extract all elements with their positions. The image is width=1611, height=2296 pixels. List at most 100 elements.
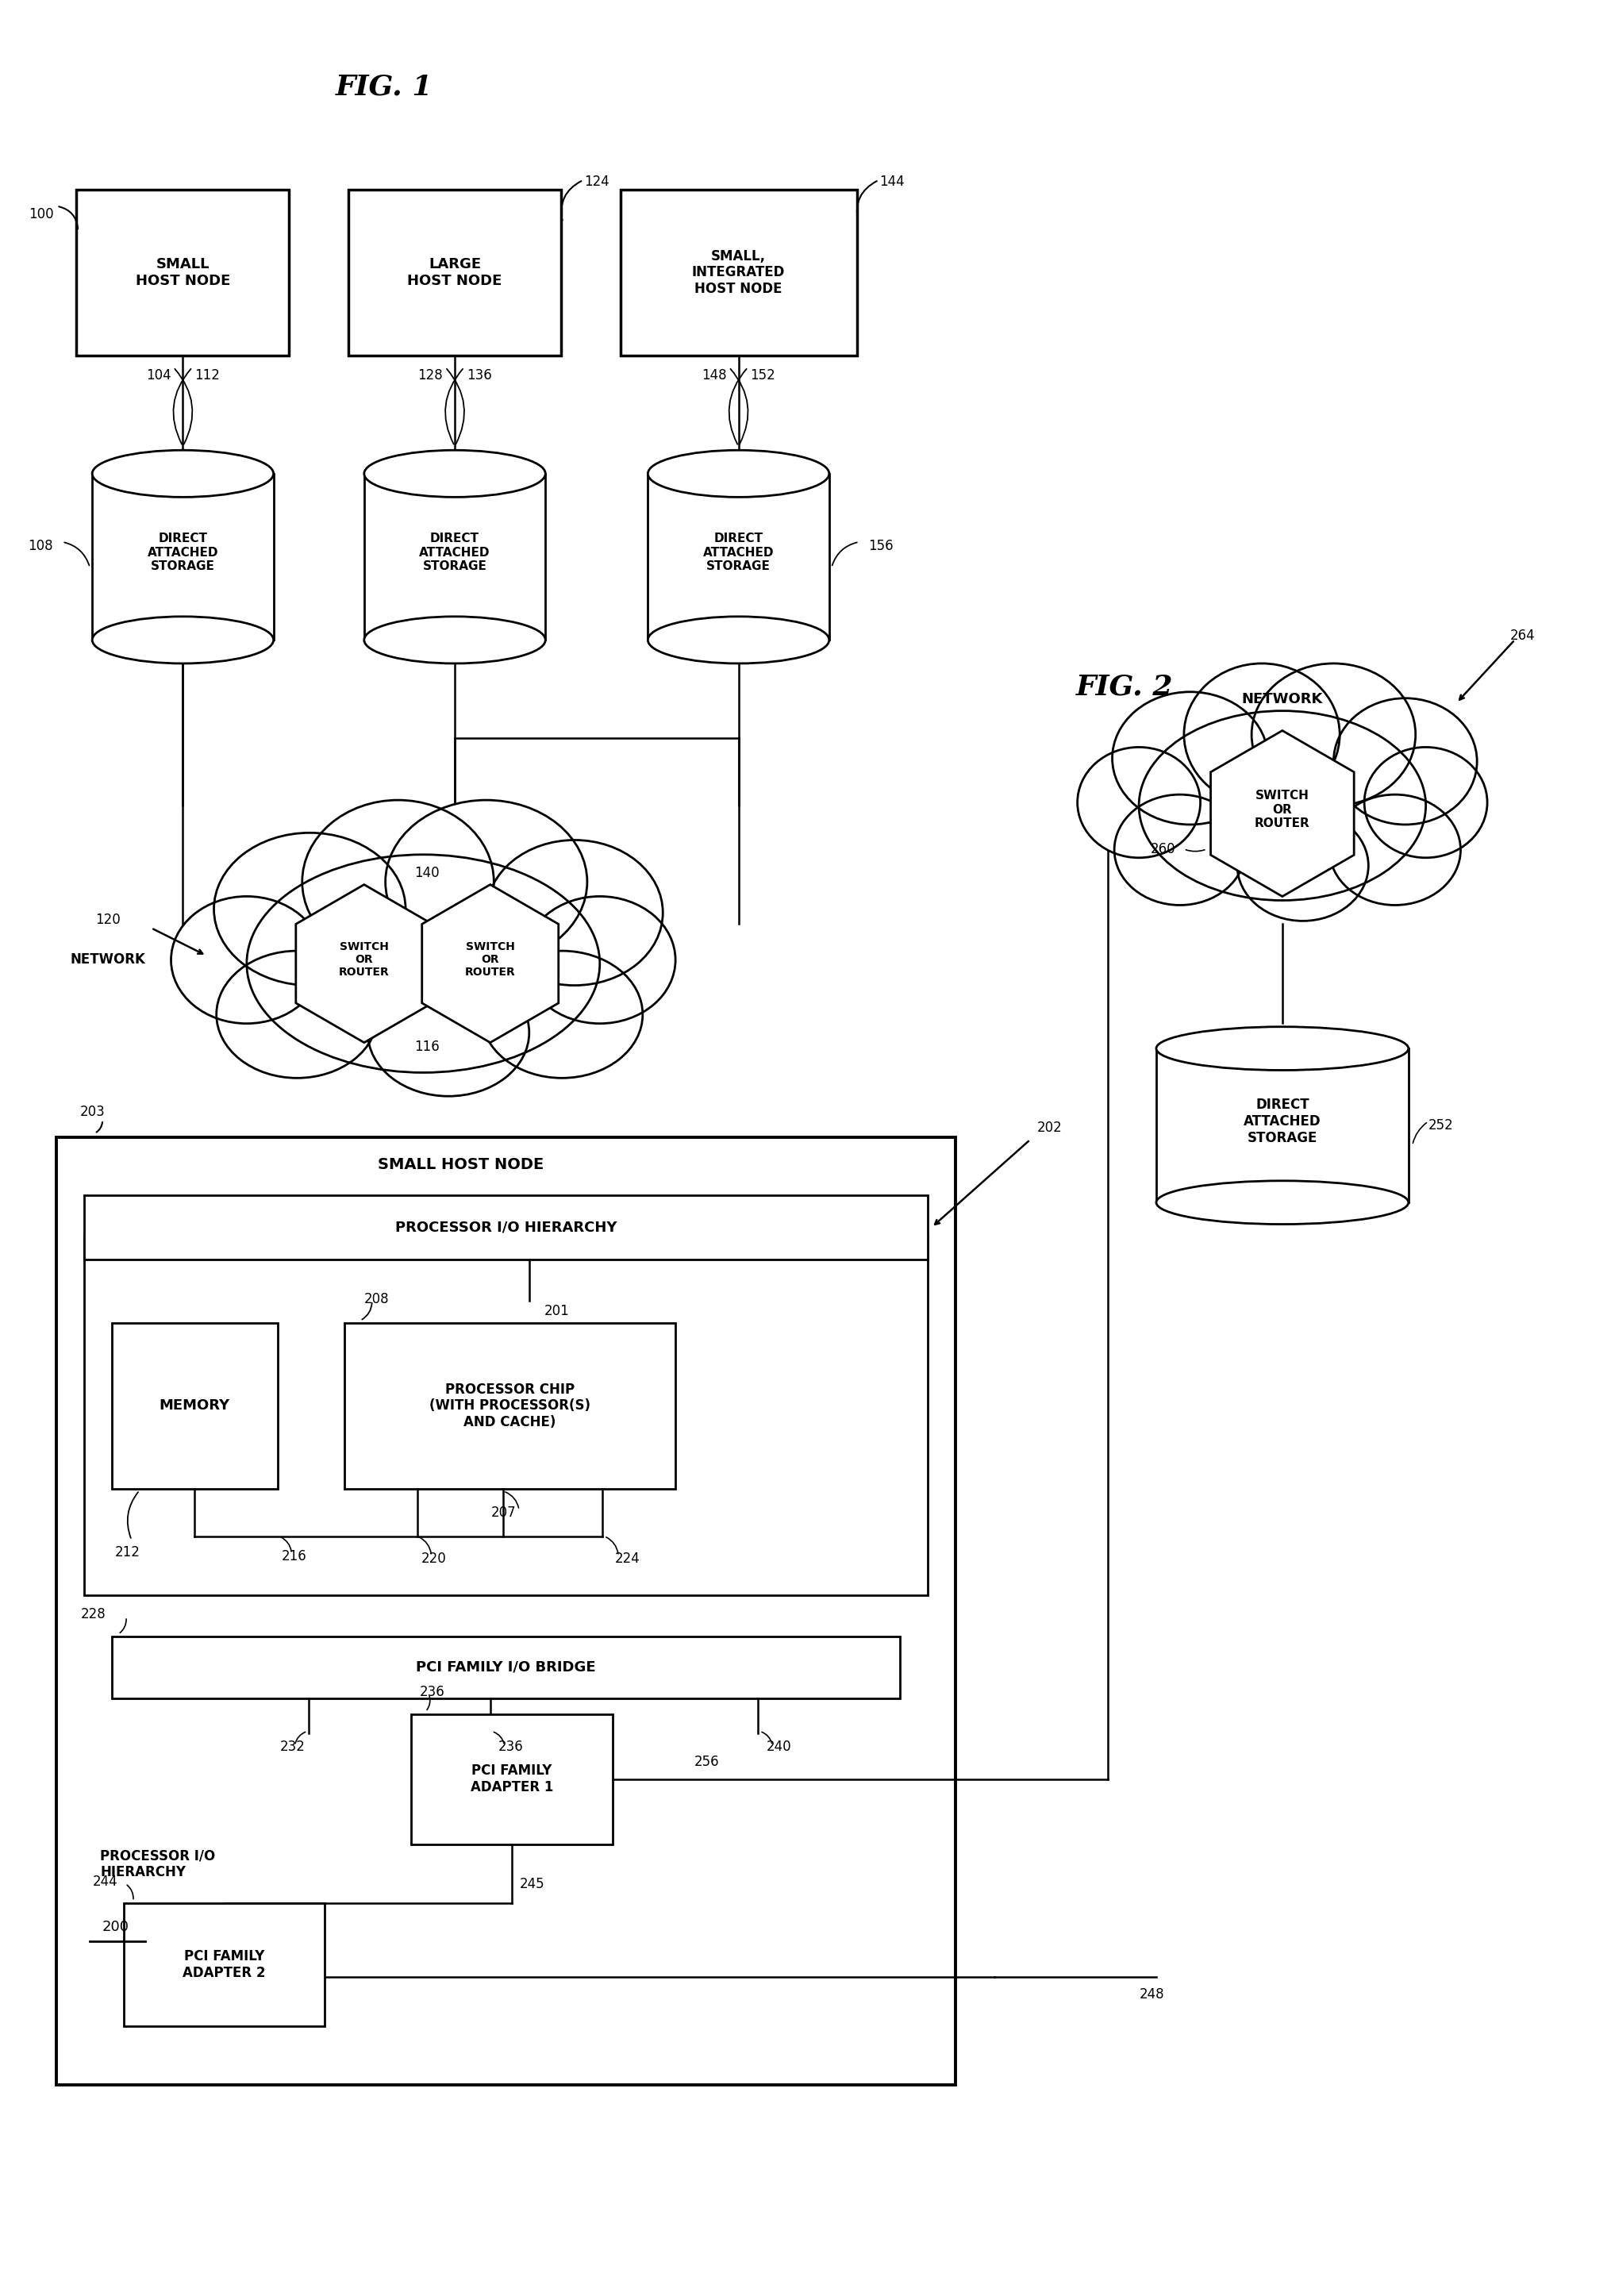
- Ellipse shape: [214, 833, 406, 985]
- Bar: [1157, 1049, 1408, 1203]
- Ellipse shape: [1237, 810, 1368, 921]
- Text: 203: 203: [79, 1104, 105, 1118]
- Bar: [56, 1137, 955, 2085]
- Text: 245: 245: [520, 1876, 545, 1892]
- Ellipse shape: [487, 840, 662, 985]
- Text: 128: 128: [417, 367, 443, 383]
- Polygon shape: [1211, 730, 1353, 895]
- Text: 248: 248: [1139, 1986, 1165, 2002]
- Text: 216: 216: [282, 1550, 306, 1564]
- Ellipse shape: [303, 799, 495, 964]
- Text: SMALL
HOST NODE: SMALL HOST NODE: [135, 257, 230, 287]
- Text: PROCESSOR I/O HIERARCHY: PROCESSOR I/O HIERARCHY: [395, 1219, 617, 1235]
- Text: 108: 108: [27, 540, 53, 553]
- Ellipse shape: [1365, 746, 1487, 859]
- Bar: [620, 191, 857, 356]
- Ellipse shape: [1184, 664, 1340, 806]
- Text: 200: 200: [103, 1919, 129, 1933]
- Ellipse shape: [364, 450, 546, 498]
- Ellipse shape: [648, 450, 830, 498]
- Text: 152: 152: [751, 367, 775, 383]
- Text: PROCESSOR CHIP
(WITH PROCESSOR(S)
AND CACHE): PROCESSOR CHIP (WITH PROCESSOR(S) AND CA…: [430, 1382, 591, 1430]
- Text: MEMORY: MEMORY: [159, 1398, 230, 1412]
- Bar: [364, 473, 546, 641]
- Text: 224: 224: [614, 1552, 640, 1566]
- Text: SMALL HOST NODE: SMALL HOST NODE: [379, 1157, 545, 1173]
- Bar: [84, 1235, 928, 1596]
- Ellipse shape: [524, 895, 675, 1024]
- Bar: [648, 473, 830, 641]
- Text: 212: 212: [114, 1545, 140, 1559]
- Text: 264: 264: [1510, 629, 1535, 643]
- Text: 256: 256: [694, 1754, 720, 1768]
- Text: 100: 100: [29, 207, 53, 223]
- Text: 148: 148: [701, 367, 727, 383]
- Text: DIRECT
ATTACHED
STORAGE: DIRECT ATTACHED STORAGE: [1244, 1097, 1321, 1146]
- Text: NETWORK: NETWORK: [1242, 691, 1323, 707]
- Text: PROCESSOR I/O
HIERARCHY: PROCESSOR I/O HIERARCHY: [100, 1848, 216, 1880]
- Text: 112: 112: [195, 367, 221, 383]
- Ellipse shape: [1078, 746, 1200, 859]
- Text: PCI FAMILY
ADAPTER 1: PCI FAMILY ADAPTER 1: [470, 1763, 553, 1795]
- Ellipse shape: [1252, 664, 1416, 806]
- Ellipse shape: [92, 450, 274, 498]
- Bar: [84, 1194, 928, 1261]
- Ellipse shape: [1115, 794, 1245, 905]
- Text: 207: 207: [491, 1506, 516, 1520]
- Text: 104: 104: [147, 367, 171, 383]
- Text: LARGE
HOST NODE: LARGE HOST NODE: [408, 257, 503, 287]
- Ellipse shape: [1139, 712, 1426, 900]
- Bar: [111, 1322, 277, 1488]
- Text: 140: 140: [414, 866, 440, 879]
- Text: 136: 136: [467, 367, 491, 383]
- Ellipse shape: [482, 951, 643, 1079]
- Text: 144: 144: [880, 174, 905, 188]
- Ellipse shape: [648, 618, 830, 664]
- Bar: [411, 1713, 612, 1844]
- Text: 240: 240: [767, 1740, 791, 1754]
- Text: 236: 236: [419, 1685, 445, 1699]
- Text: PCI FAMILY
ADAPTER 2: PCI FAMILY ADAPTER 2: [182, 1949, 266, 1979]
- Text: NETWORK: NETWORK: [71, 953, 145, 967]
- Ellipse shape: [364, 618, 546, 664]
- Ellipse shape: [1329, 794, 1461, 905]
- Text: SWITCH
OR
ROUTER: SWITCH OR ROUTER: [466, 941, 516, 978]
- Text: DIRECT
ATTACHED
STORAGE: DIRECT ATTACHED STORAGE: [702, 533, 773, 572]
- Bar: [111, 1637, 901, 1699]
- Text: 124: 124: [585, 174, 609, 188]
- Text: 156: 156: [868, 540, 894, 553]
- Ellipse shape: [385, 799, 586, 964]
- Bar: [92, 473, 274, 641]
- Ellipse shape: [216, 951, 379, 1079]
- Ellipse shape: [246, 854, 599, 1072]
- Ellipse shape: [92, 618, 274, 664]
- Text: 201: 201: [545, 1304, 569, 1318]
- Text: 236: 236: [498, 1740, 524, 1754]
- Text: 228: 228: [81, 1607, 106, 1621]
- Text: 252: 252: [1427, 1118, 1453, 1132]
- Bar: [76, 191, 290, 356]
- Bar: [348, 191, 561, 356]
- Ellipse shape: [1157, 1026, 1408, 1070]
- Text: FIG. 2: FIG. 2: [1076, 673, 1173, 700]
- Text: FIG. 1: FIG. 1: [335, 73, 432, 101]
- Ellipse shape: [1112, 691, 1268, 824]
- Text: 220: 220: [420, 1552, 446, 1566]
- Text: PCI FAMILY I/O BRIDGE: PCI FAMILY I/O BRIDGE: [416, 1660, 596, 1674]
- Bar: [124, 1903, 325, 2025]
- Text: 232: 232: [280, 1740, 304, 1754]
- Polygon shape: [296, 884, 432, 1042]
- Text: 260: 260: [1150, 843, 1176, 856]
- Text: SWITCH
OR
ROUTER: SWITCH OR ROUTER: [338, 941, 390, 978]
- Ellipse shape: [367, 969, 528, 1095]
- Ellipse shape: [171, 895, 322, 1024]
- Text: 244: 244: [92, 1874, 118, 1890]
- Text: DIRECT
ATTACHED
STORAGE: DIRECT ATTACHED STORAGE: [147, 533, 219, 572]
- Text: SWITCH
OR
ROUTER: SWITCH OR ROUTER: [1255, 790, 1310, 829]
- Bar: [345, 1322, 675, 1488]
- Polygon shape: [422, 884, 559, 1042]
- Text: 208: 208: [364, 1293, 390, 1306]
- Text: DIRECT
ATTACHED
STORAGE: DIRECT ATTACHED STORAGE: [419, 533, 490, 572]
- Ellipse shape: [1334, 698, 1477, 824]
- Ellipse shape: [1157, 1180, 1408, 1224]
